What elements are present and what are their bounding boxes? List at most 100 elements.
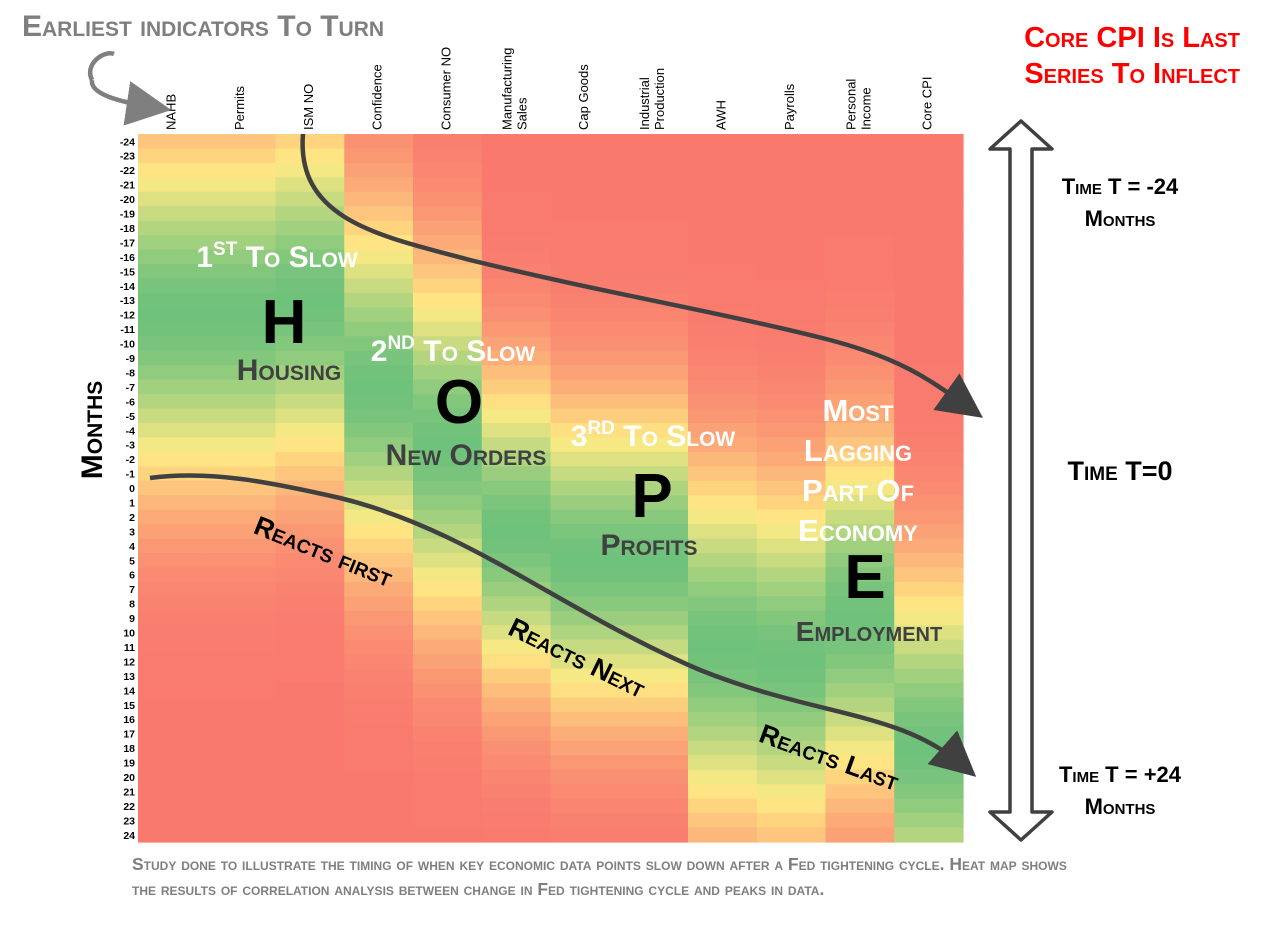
heatmap-cell — [619, 148, 689, 164]
heatmap-cell — [756, 278, 827, 294]
heatmap-cell — [688, 394, 758, 410]
heatmap-cell — [206, 596, 277, 612]
heatmap-cell — [413, 134, 483, 150]
heatmap-cell — [619, 784, 689, 800]
heatmap-cell — [825, 249, 895, 265]
heatmap-cell — [825, 292, 895, 308]
heatmap-cell — [481, 249, 552, 265]
heatmap-cell — [619, 278, 689, 294]
heatmap-cell — [413, 336, 483, 352]
heatmap-cell — [688, 408, 758, 424]
heatmap-cell — [894, 191, 964, 207]
heatmap-cell — [413, 755, 483, 771]
heatmap-cell — [138, 654, 208, 670]
heatmap-cell — [206, 668, 277, 684]
heatmap-cell — [275, 798, 345, 814]
heatmap-cell — [756, 769, 827, 785]
e-letter: E — [844, 543, 885, 612]
row-tick-label: -15 — [120, 266, 135, 278]
heatmap-cell — [344, 451, 414, 467]
heatmap-cell — [344, 813, 414, 829]
heatmap-cell — [894, 524, 964, 540]
heatmap-cell — [344, 365, 414, 381]
heatmap-cell — [688, 451, 758, 467]
heatmap-cell — [206, 307, 277, 323]
heatmap-cell — [481, 321, 552, 337]
heatmap-cell — [344, 292, 414, 308]
heatmap-cell — [825, 697, 895, 713]
heatmap-cell — [756, 697, 827, 713]
row-tick-label: 10 — [123, 628, 135, 640]
heatmap-cell — [550, 567, 620, 583]
heatmap-cell — [619, 567, 689, 583]
heatmap-cell — [825, 553, 895, 569]
heatmap-cell — [275, 249, 345, 265]
p-subtitle: Profits — [600, 529, 697, 562]
heatmap-cell — [550, 495, 620, 511]
column-header-label: Permits — [232, 85, 247, 130]
heatmap-cell — [413, 813, 483, 829]
heatmap-cell — [619, 581, 689, 597]
heatmap-cell — [275, 697, 345, 713]
heatmap-cell — [688, 581, 758, 597]
heatmap-cell — [619, 480, 689, 496]
e-line-4: Economy — [798, 513, 918, 548]
heatmap-cell — [825, 827, 895, 843]
heatmap-cell — [894, 567, 964, 583]
heatmap-cell — [413, 553, 483, 569]
heatmap-cell — [825, 538, 895, 554]
heatmap-cell — [481, 726, 552, 742]
heatmap-cell — [206, 755, 277, 771]
heatmap-cell — [825, 162, 895, 178]
heatmap-cell — [550, 654, 620, 670]
heatmap-cell — [756, 437, 827, 453]
heatmap-cell — [206, 798, 277, 814]
heatmap-cell — [206, 422, 277, 439]
heatmap-cell — [894, 711, 964, 728]
heatmap-cell — [756, 177, 827, 193]
heatmap-cell — [138, 495, 208, 511]
heatmap-cell — [138, 307, 208, 323]
heatmap-cell — [894, 813, 964, 829]
heatmap-cell — [894, 683, 964, 699]
heatmap-cell — [413, 784, 483, 800]
heatmap-cell — [413, 264, 483, 280]
heatmap-cell — [756, 567, 827, 583]
heatmap-cell — [206, 350, 277, 366]
heatmap-cell — [481, 524, 552, 540]
heatmap-cell — [344, 553, 414, 569]
heatmap-cell — [550, 509, 620, 525]
heatmap-cell — [619, 191, 689, 207]
heatmap-cell — [756, 581, 827, 597]
heatmap-cell — [275, 769, 345, 785]
heatmap-cell — [688, 365, 758, 381]
heatmap-cell — [138, 639, 208, 655]
heatmap-cell — [825, 639, 895, 655]
heatmap-cell — [275, 408, 345, 424]
heatmap-cell — [894, 307, 964, 323]
heatmap-cell — [688, 437, 758, 453]
time-range-arrow — [988, 119, 1054, 842]
heatmap-cell — [481, 509, 552, 525]
heatmap-cell — [206, 740, 277, 756]
heatmap-cell — [756, 596, 827, 612]
heatmap-cell — [206, 437, 277, 453]
heatmap-cell — [481, 278, 552, 294]
time-bottom-months: Months — [1084, 794, 1156, 819]
heatmap-cell — [138, 625, 208, 641]
heatmap-cell — [413, 408, 483, 424]
column-header-label: Confidence — [370, 64, 385, 130]
time-zero-label: Time T=0 — [1067, 456, 1173, 486]
heatmap-cell — [756, 206, 827, 222]
heatmap-cell — [413, 437, 483, 453]
heatmap-cell — [550, 697, 620, 713]
heatmap-cell — [825, 596, 895, 612]
heatmap-cell — [894, 162, 964, 178]
heatmap-cell — [688, 827, 758, 843]
heatmap-cell — [275, 321, 345, 337]
row-tick-label: -3 — [126, 440, 135, 452]
heatmap-cell — [825, 394, 895, 410]
heatmap-cell — [550, 451, 620, 467]
heatmap-cell — [275, 683, 345, 699]
heatmap-cell — [138, 379, 208, 395]
